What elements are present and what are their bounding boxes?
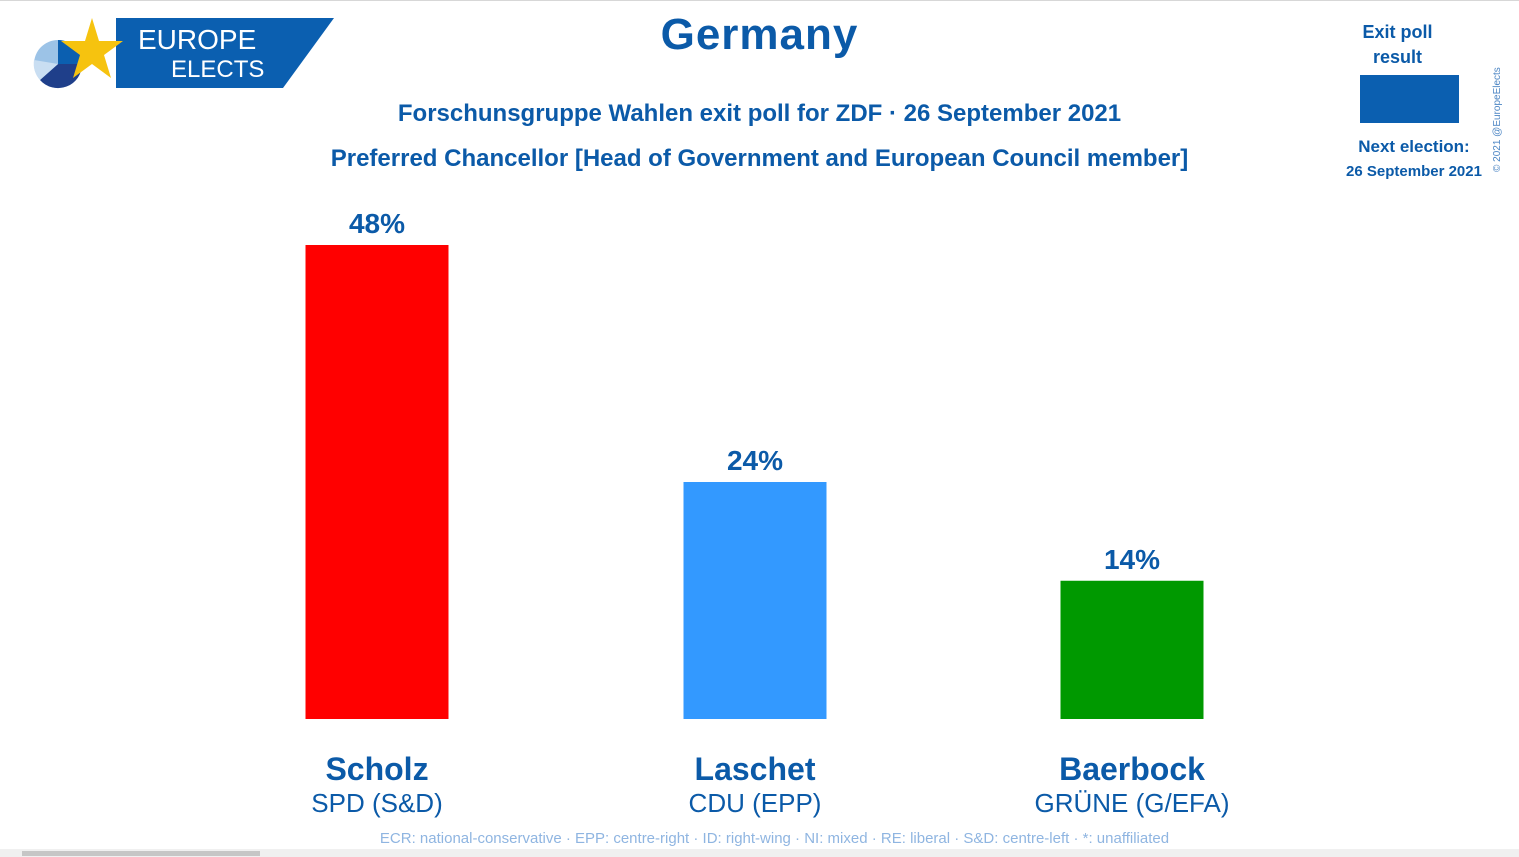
party-label: SPD (S&D) (311, 788, 442, 818)
logo-text-europe: EUROPE (138, 24, 256, 55)
europe-elects-logo: EUROPE ELECTS (33, 18, 334, 89)
bar (305, 245, 449, 719)
group-legend-footer: ECR: national-conservative · EPP: centre… (379, 830, 1170, 847)
chart-subtitle: Forschunsgruppe Wahlen exit poll for ZDF… (397, 100, 1122, 127)
legend-label: Exit poll result (1362, 22, 1433, 67)
bar (683, 482, 827, 719)
party-label: CDU (EPP) (689, 788, 822, 818)
candidate-label: Scholz (325, 751, 428, 787)
chart-title: Germany (660, 10, 859, 59)
next-election-date: 26 September 2021 (1346, 163, 1482, 180)
logo-pie-icon (33, 40, 83, 89)
bar-value-label: 24% (727, 445, 783, 476)
bar-value-label: 48% (349, 208, 405, 239)
candidate-label: Baerbock (1059, 751, 1205, 787)
bar (1060, 580, 1204, 719)
legend-swatch (1360, 75, 1459, 123)
horizontal-scrollbar[interactable] (0, 849, 1519, 857)
bar-value-label: 14% (1104, 544, 1160, 575)
party-label: GRÜNE (G/EFA) (1034, 788, 1229, 818)
logo-text-elects: ELECTS (171, 56, 264, 83)
logo-banner (116, 18, 334, 88)
scrollbar-thumb[interactable] (22, 851, 260, 856)
chart-question: Preferred Chancellor [Head of Government… (330, 145, 1189, 172)
copyright: © 2021 @EuropeElects (1492, 67, 1503, 172)
logo-star-icon (61, 18, 123, 78)
next-election: Next election: 26 September 2021 (1340, 134, 1488, 184)
candidate-label: Laschet (695, 751, 816, 787)
next-election-label: Next election: (1358, 137, 1470, 156)
top-rule (0, 0, 1519, 1)
